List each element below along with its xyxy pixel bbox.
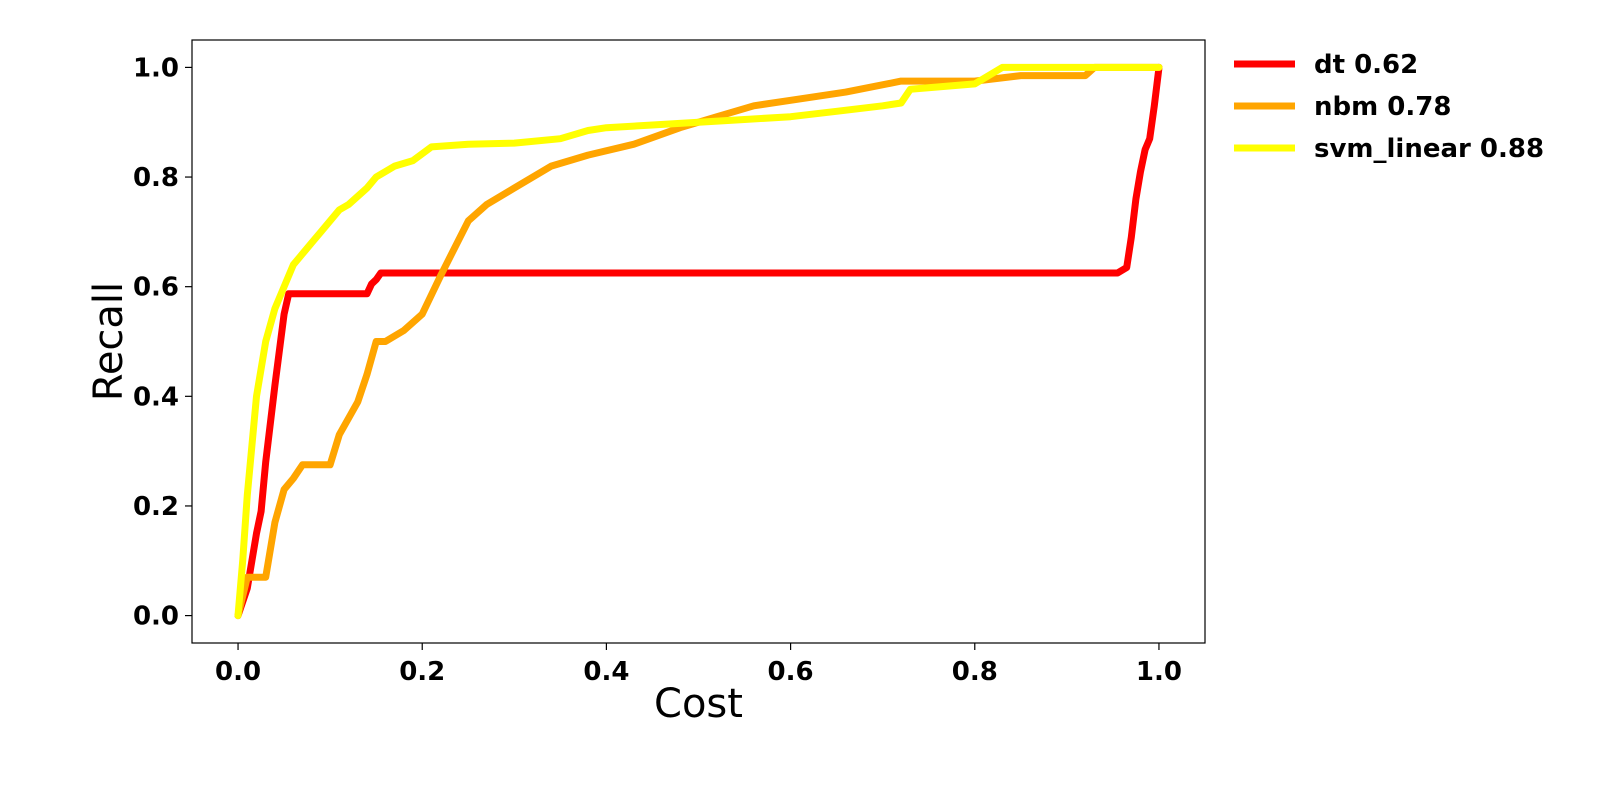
y-tick-label: 0.2: [133, 492, 179, 522]
x-axis-label: Cost: [654, 681, 743, 727]
x-tick-label: 0.2: [399, 657, 445, 687]
y-tick-label: 1.0: [133, 53, 179, 83]
series-line-2: [234, 63, 1163, 620]
plot-frame: [191, 39, 1206, 644]
x-tick-label: 0.8: [952, 657, 998, 687]
x-tick-label: 0.0: [215, 657, 261, 687]
y-tick-label: 0.4: [133, 382, 179, 412]
y-tick-label: 0.6: [133, 273, 179, 303]
x-tick-label: 0.4: [583, 657, 629, 687]
y-tick-label: 0.0: [133, 602, 179, 632]
series-line-1: [234, 63, 1163, 620]
series-line-0: [234, 63, 1163, 620]
x-tick-label: 1.0: [1136, 657, 1182, 687]
legend-label-1: nbm 0.78: [1314, 92, 1451, 122]
y-axis: 0.0 0.2 0.4 0.6 0.8 1.0: [133, 53, 192, 632]
legend-label-2: svm_linear 0.88: [1314, 134, 1544, 164]
y-tick-label: 0.8: [133, 163, 179, 193]
x-axis: 0.0 0.2 0.4 0.6 0.8 1.0: [215, 643, 1182, 687]
legend-label-0: dt 0.62: [1314, 50, 1418, 80]
x-tick-label: 0.6: [768, 657, 814, 687]
legend: dt 0.62 nbm 0.78 svm_linear 0.88: [1234, 50, 1544, 164]
series-layer: [234, 63, 1163, 620]
y-axis-label: Recall: [86, 282, 132, 401]
